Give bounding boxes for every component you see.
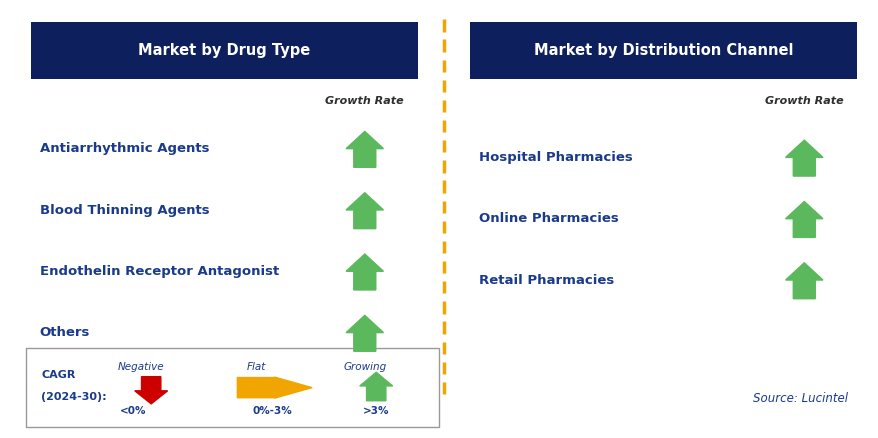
Text: (2024-30):: (2024-30):: [41, 392, 107, 402]
Text: Endothelin Receptor Antagonist: Endothelin Receptor Antagonist: [40, 265, 278, 278]
Polygon shape: [346, 254, 383, 290]
Text: Hospital Pharmacies: Hospital Pharmacies: [479, 151, 632, 164]
FancyBboxPatch shape: [31, 22, 417, 79]
Text: Online Pharmacies: Online Pharmacies: [479, 212, 618, 226]
Text: Growing: Growing: [342, 362, 386, 372]
Polygon shape: [785, 201, 822, 237]
Text: Source: Lucintel: Source: Lucintel: [752, 392, 847, 405]
Polygon shape: [346, 131, 383, 167]
Text: Market by Drug Type: Market by Drug Type: [138, 43, 310, 58]
Text: Retail Pharmacies: Retail Pharmacies: [479, 274, 614, 287]
Text: Others: Others: [40, 326, 90, 339]
Text: Market by Distribution Channel: Market by Distribution Channel: [533, 43, 793, 58]
Text: Negative: Negative: [117, 362, 164, 372]
Text: Blood Thinning Agents: Blood Thinning Agents: [40, 204, 209, 217]
Text: Growth Rate: Growth Rate: [764, 96, 843, 106]
FancyBboxPatch shape: [26, 348, 439, 427]
Polygon shape: [785, 140, 822, 176]
Text: 0%-3%: 0%-3%: [252, 406, 292, 416]
Polygon shape: [346, 193, 383, 229]
Text: >3%: >3%: [363, 406, 389, 416]
Polygon shape: [237, 377, 312, 398]
Text: Growth Rate: Growth Rate: [325, 96, 404, 106]
Polygon shape: [346, 315, 383, 351]
Text: CAGR: CAGR: [41, 371, 76, 380]
FancyBboxPatch shape: [470, 22, 856, 79]
Text: Antiarrhythmic Agents: Antiarrhythmic Agents: [40, 142, 209, 155]
Polygon shape: [359, 372, 392, 401]
Polygon shape: [134, 377, 168, 404]
Text: Flat: Flat: [247, 362, 266, 372]
Text: <0%: <0%: [120, 406, 147, 416]
Polygon shape: [785, 263, 822, 299]
